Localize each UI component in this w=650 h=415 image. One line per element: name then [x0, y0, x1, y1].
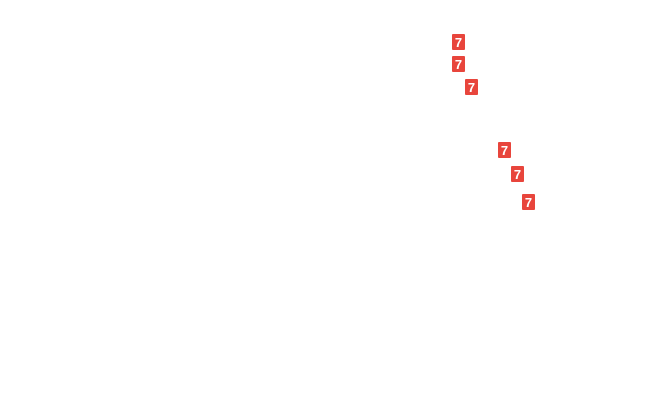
count-badge[interactable]: 7: [452, 34, 465, 50]
count-badge[interactable]: 7: [522, 194, 535, 210]
count-badge-label: 7: [467, 79, 476, 95]
count-badge-label: 7: [454, 56, 463, 72]
count-badge-label: 7: [500, 142, 509, 158]
count-badge[interactable]: 7: [511, 166, 524, 182]
count-badge-label: 7: [524, 194, 533, 210]
count-badge[interactable]: 7: [452, 56, 465, 72]
count-badge[interactable]: 7: [498, 142, 511, 158]
count-badge[interactable]: 7: [465, 79, 478, 95]
count-badge-label: 7: [513, 166, 522, 182]
count-badge-label: 7: [454, 34, 463, 50]
